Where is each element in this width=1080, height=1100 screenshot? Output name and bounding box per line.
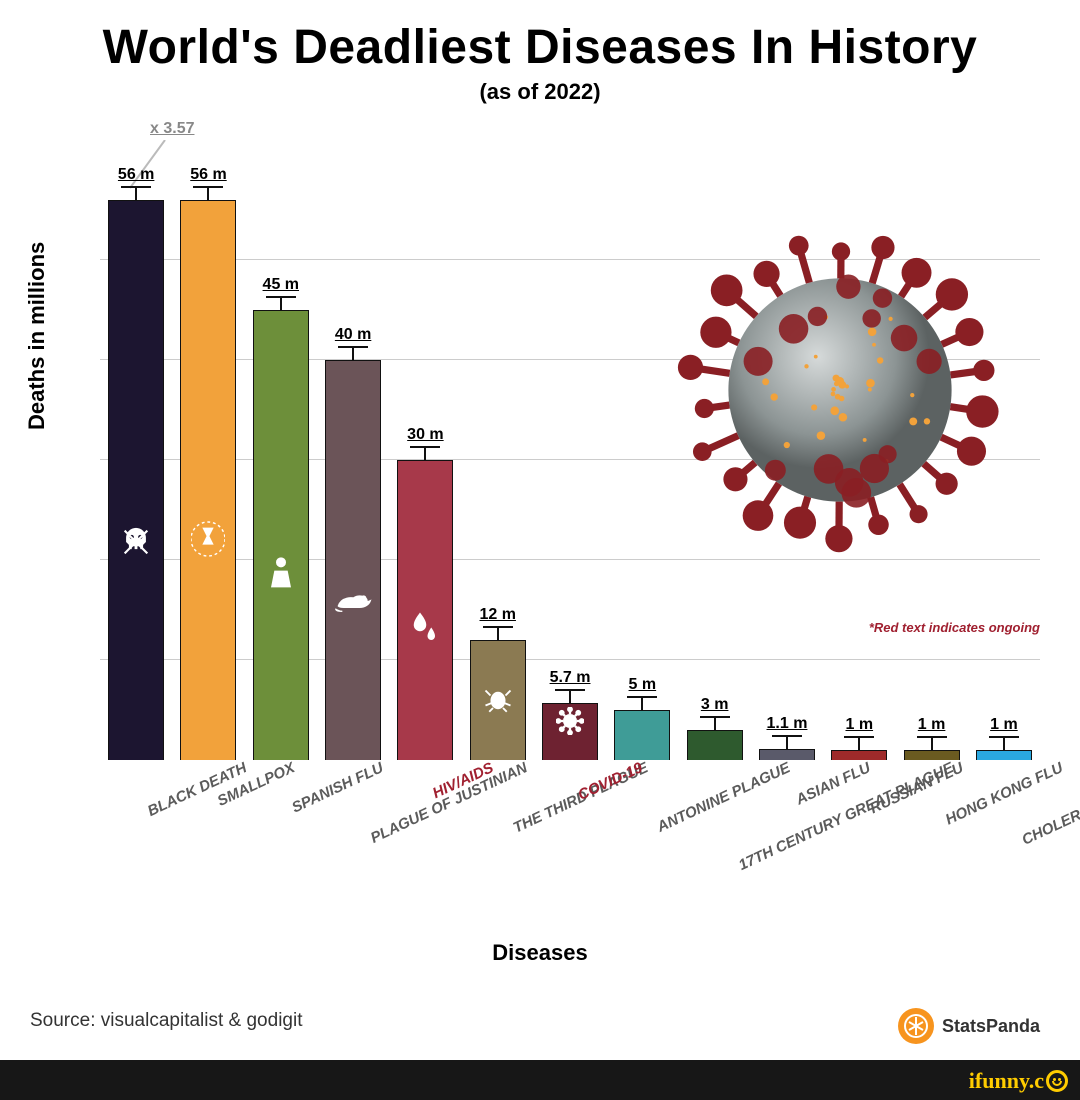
bar-value-label: 56 m: [190, 166, 226, 184]
error-cap: [989, 736, 1019, 738]
x-label-slot: THE THIRD PLAGUE: [462, 760, 534, 920]
bar-value-label: 12 m: [479, 606, 515, 624]
bar-slot: 40 m: [317, 160, 389, 760]
error-stem: [714, 718, 716, 730]
bar-slot: 5.7 m: [534, 160, 606, 760]
error-stem: [569, 691, 571, 703]
error-cap: [627, 696, 657, 698]
bar: [976, 750, 1032, 760]
error-cap: [772, 735, 802, 737]
bar-slot: 45 m: [245, 160, 317, 760]
error-cap: [266, 296, 296, 298]
x-label-slot: PLAGUE OF JUSTINIAN: [317, 760, 389, 920]
bar-value-label: 1 m: [990, 716, 1018, 734]
error-stem: [280, 298, 282, 310]
x-label-slot: SPANISH FLU: [245, 760, 317, 920]
x-axis-labels: BLACK DEATHSMALLPOXSPANISH FLUPLAGUE OF …: [100, 760, 1040, 920]
bar: [759, 749, 815, 760]
bar: [687, 730, 743, 760]
bar-slot: 56 m: [100, 160, 172, 760]
ongoing-note: *Red text indicates ongoing: [869, 620, 1040, 635]
bar: [108, 200, 164, 760]
x-label-slot: HONG KONG FLU: [895, 760, 967, 920]
brand-logo-icon: [898, 1008, 934, 1044]
bar-slot: 30 m: [389, 160, 461, 760]
multiplier-annotation: x 3.57: [150, 120, 194, 138]
error-cap: [483, 626, 513, 628]
error-stem: [207, 188, 209, 200]
bar-value-label: 1 m: [918, 716, 946, 734]
x-label-slot: COVID-19: [534, 760, 606, 920]
error-stem: [424, 448, 426, 460]
virus-illustration: [660, 210, 1020, 570]
bar: [325, 360, 381, 760]
error-stem: [135, 188, 137, 200]
bar: [614, 710, 670, 760]
x-label-slot: BLACK DEATH: [100, 760, 172, 920]
error-cap: [121, 186, 151, 188]
x-label-slot: RUSSIAN FLU: [823, 760, 895, 920]
page-subtitle: (as of 2022): [30, 79, 1050, 105]
x-label-slot: HIV/AIDS: [389, 760, 461, 920]
bar-value-label: 1.1 m: [767, 715, 808, 733]
bar: [253, 310, 309, 760]
error-stem: [931, 738, 933, 750]
bar-slot: 56 m: [172, 160, 244, 760]
footer-watermark: ifunny.c: [969, 1068, 1068, 1094]
brand-text: StatsPanda: [942, 1016, 1040, 1037]
x-axis-title: Diseases: [30, 940, 1050, 966]
error-cap: [555, 689, 585, 691]
error-stem: [497, 628, 499, 640]
bar-value-label: 45 m: [263, 276, 299, 294]
bar-value-label: 5.7 m: [550, 669, 591, 687]
error-stem: [1003, 738, 1005, 750]
bar-value-label: 30 m: [407, 426, 443, 444]
error-cap: [410, 446, 440, 448]
source-text: Source: visualcapitalist & godigit: [30, 1010, 302, 1032]
x-label-slot: SMALLPOX: [172, 760, 244, 920]
error-stem: [352, 348, 354, 360]
error-stem: [786, 737, 788, 749]
page-title: World's Deadliest Diseases In History: [30, 20, 1050, 75]
person-icon: [261, 550, 301, 603]
bar-value-label: 56 m: [118, 166, 154, 184]
brand: StatsPanda: [898, 1008, 1040, 1044]
flea-icon: [483, 683, 513, 718]
skull-icon: [119, 525, 153, 564]
virus-icon: [556, 707, 584, 740]
rat-icon: [333, 589, 373, 620]
bar-slot: 12 m: [462, 160, 534, 760]
infographic-page: World's Deadliest Diseases In History (a…: [0, 0, 1080, 1060]
footer-bar: ifunny.c: [0, 1060, 1080, 1100]
bar-value-label: 5 m: [629, 676, 657, 694]
bar: [831, 750, 887, 760]
error-cap: [193, 186, 223, 188]
bar: [180, 200, 236, 760]
error-cap: [844, 736, 874, 738]
bar-value-label: 40 m: [335, 326, 371, 344]
x-label-slot: ANTONINE PLAGUE: [606, 760, 678, 920]
drops-icon: [410, 610, 440, 655]
bar: [904, 750, 960, 760]
x-label-slot: 17TH CENTURY GREAT PLAGUE: [678, 760, 750, 920]
hourglass-icon: [191, 519, 225, 564]
error-cap: [700, 716, 730, 718]
bar-value-label: 3 m: [701, 696, 729, 714]
error-cap: [917, 736, 947, 738]
bar-value-label: 1 m: [845, 716, 873, 734]
error-cap: [338, 346, 368, 348]
error-stem: [858, 738, 860, 750]
y-axis-label: Deaths in millions: [24, 242, 50, 430]
x-label-slot: ASIAN FLU: [751, 760, 823, 920]
x-label-slot: CHOLERA 6 OUTBREAK: [968, 760, 1040, 920]
error-stem: [641, 698, 643, 710]
